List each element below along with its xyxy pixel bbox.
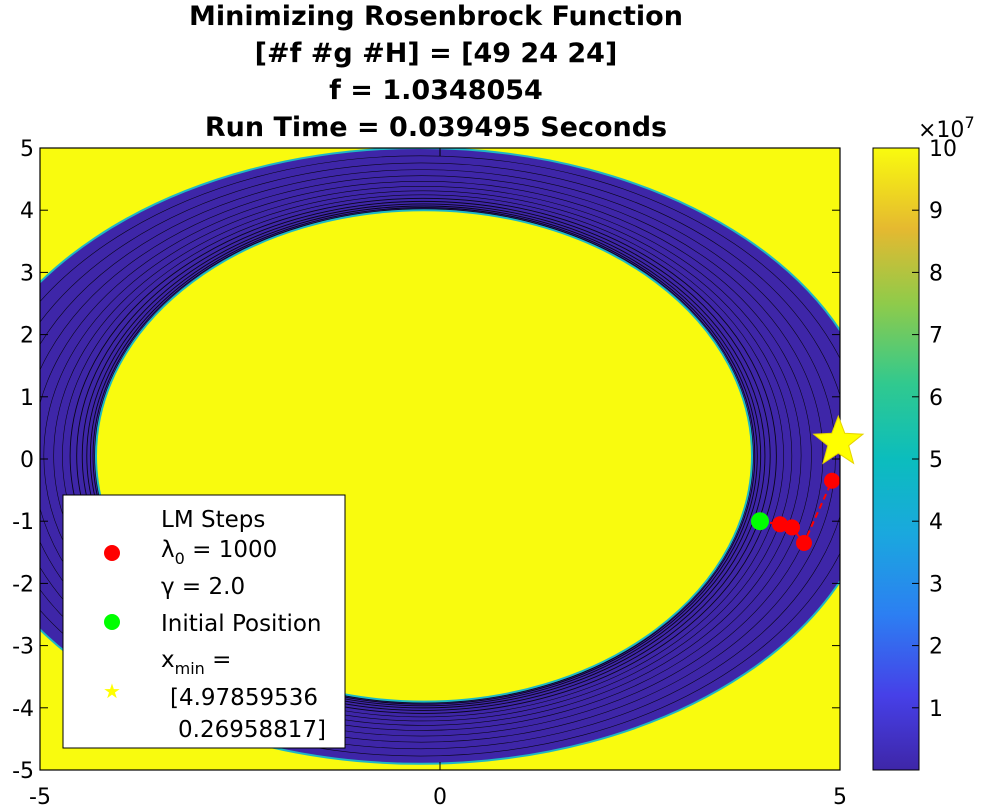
contour-line <box>53 190 793 722</box>
x-tick-label: -5 <box>29 785 51 810</box>
x-axis: -5 0 5 <box>29 148 847 810</box>
y-tick-label: 2 <box>20 324 34 349</box>
colorbar-tick-label: 7 <box>929 324 943 349</box>
legend-gamma: γ = 2.0 <box>161 574 245 600</box>
contour-line <box>92 208 756 704</box>
colorbar-tick-label: 1 <box>929 697 943 722</box>
colorbar-ticks: 10 9 8 7 6 5 4 3 2 1 <box>912 137 957 722</box>
x-min-star-shape <box>812 414 865 465</box>
legend-xmin-value-2: 0.26958817] <box>178 717 326 743</box>
lm-step-point <box>796 534 812 551</box>
contour-line <box>43 186 802 726</box>
contour-line <box>40 155 840 757</box>
optimization-path <box>751 472 840 551</box>
y-tick-label: -5 <box>12 759 34 784</box>
lm-step-point <box>772 516 788 533</box>
colorbar <box>872 147 920 771</box>
chart-title-line-2: [#f #g #H] = [49 24 24] <box>255 38 618 69</box>
contour-line <box>89 207 758 705</box>
x-tick-label: 5 <box>833 785 847 810</box>
colorbar-tick-label: 8 <box>929 261 943 286</box>
y-tick-label: 5 <box>20 137 34 162</box>
legend-star-icon: ★ <box>103 679 121 703</box>
x-tick-label: 0 <box>433 785 447 810</box>
legend-xmin-label: xmin = <box>161 647 231 678</box>
contour-line <box>86 205 762 707</box>
lm-step-point <box>824 472 840 489</box>
y-tick-label: -4 <box>12 697 34 722</box>
colorbar-tick-label: 6 <box>929 386 943 411</box>
chart-title-line-4: Run Time = 0.039495 Seconds <box>205 112 667 143</box>
contour-line <box>40 169 836 743</box>
colorbar-tick-label: 10 <box>929 137 957 162</box>
colorbar-tick-label: 5 <box>929 448 943 473</box>
x-min-star <box>812 414 865 465</box>
y-tick-label: -1 <box>12 510 34 535</box>
y-tick-label: -3 <box>12 635 34 660</box>
colorbar-tick-label: 3 <box>929 572 943 597</box>
chart-title-line-1: Minimizing Rosenbrock Function <box>189 1 683 32</box>
lm-step-point <box>784 519 800 536</box>
y-tick-label: 1 <box>20 386 34 411</box>
y-tick-label: 3 <box>20 261 34 286</box>
y-axis: 5 4 3 2 1 0 -1 -2 -3 -4 -5 <box>12 137 840 784</box>
contour-line <box>40 175 824 737</box>
colorbar-tick-label: 4 <box>929 510 943 535</box>
contour-line <box>40 162 840 750</box>
colorbar-exponent: ×107 <box>918 113 975 143</box>
colorbar-tick-label: 9 <box>929 199 943 224</box>
legend-title: LM Steps <box>161 507 265 533</box>
y-tick-label: 4 <box>20 199 34 224</box>
legend-lambda: λ0 = 1000 <box>161 537 277 568</box>
y-tick-label: 0 <box>20 448 34 473</box>
contour-line <box>69 197 777 714</box>
contour-line <box>62 194 784 718</box>
contour-line <box>76 200 771 711</box>
chart-title-line-3: f = 1.0348054 <box>329 75 543 106</box>
legend-xmin-value-1: [4.97859536 <box>170 685 318 711</box>
legend-initial-label: Initial Position <box>161 611 322 637</box>
legend-initial-marker <box>104 614 120 630</box>
colorbar-tick-label: 2 <box>929 635 943 660</box>
legend-steps-marker <box>104 545 120 561</box>
legend: LM Steps λ0 = 1000 γ = 2.0 Initial Posit… <box>62 494 346 749</box>
contour-line <box>81 203 766 709</box>
initial-position-point <box>751 512 769 531</box>
y-tick-label: -2 <box>12 572 34 597</box>
contour-line <box>40 181 812 731</box>
